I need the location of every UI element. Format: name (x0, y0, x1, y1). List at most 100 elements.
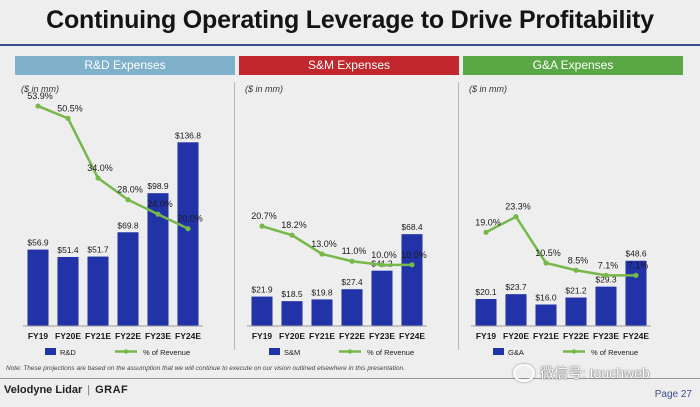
percent-label: 7.1% (598, 260, 619, 270)
percent-label: 34.0% (87, 163, 113, 173)
watermark-text: 微信号: touchweb (540, 365, 650, 381)
legend-line-marker (347, 349, 353, 354)
percent-point (379, 262, 385, 268)
bar (57, 256, 79, 326)
footer-rule (0, 378, 700, 379)
percent-label: 7.1% (628, 260, 649, 270)
percent-point (35, 103, 41, 109)
percent-point (603, 272, 609, 278)
percent-point (95, 175, 101, 181)
legend-bar-swatch (493, 348, 504, 355)
partner-logo-text: GRAF (95, 384, 129, 396)
bar-value-label: $18.5 (281, 289, 303, 299)
footnote: Note: These projections are based on the… (6, 365, 405, 372)
ga-chart: $20.1 $23.7 $16.0 $21.2 $29.3 $48.6 FY19 FY20E F… (471, 202, 651, 357)
category-label: FY20E (279, 331, 305, 341)
title-rule (0, 44, 700, 46)
category-label: FY19 (476, 331, 497, 341)
category-label: FY24E (175, 331, 201, 341)
legend-bar-label: S&M (284, 348, 300, 357)
bar-value-label: $51.7 (87, 245, 109, 255)
category-label: FY20E (503, 331, 529, 341)
bar-value-label: $20.1 (475, 287, 497, 297)
company-logo: Velodyne Lidar | GRAF (4, 384, 128, 396)
legend-bar-label: R&D (60, 348, 76, 357)
percent-point (409, 262, 415, 268)
bar-value-label: $21.2 (565, 286, 587, 296)
category-label: FY20E (55, 331, 81, 341)
bar-value-label: $23.7 (505, 282, 527, 292)
panel-header: S&M Expenses (239, 56, 459, 75)
category-label: FY23E (145, 331, 171, 341)
panel-divider (234, 82, 235, 350)
percent-label: 19.0% (475, 217, 501, 227)
sm-chart: $21.9$18.5$19.8$27.4$41.2$68.4FY19FY20EF… (247, 211, 427, 357)
bar (281, 301, 303, 326)
category-label: FY22E (563, 331, 589, 341)
legend-line-marker (123, 349, 129, 354)
bar (371, 270, 393, 326)
bar (341, 289, 363, 326)
category-label: FY19 (252, 331, 273, 341)
percent-label: 11.0% (342, 246, 367, 256)
bar (251, 296, 273, 326)
percent-label: 8.5% (568, 255, 589, 265)
panel-header: G&A Expenses (463, 56, 683, 75)
bar (147, 193, 169, 326)
ga-expenses-panel: G&A Expenses ($ in mm) $20.1 $23.7 $16.0 $2… (463, 56, 683, 360)
percent-label: 20.7% (251, 211, 277, 221)
bar (505, 294, 527, 326)
percent-label: 18.2% (281, 220, 307, 230)
bar (311, 299, 333, 326)
unit-label: ($ in mm) (469, 84, 507, 94)
percent-point (573, 267, 579, 273)
percent-label: 50.5% (57, 103, 83, 113)
percent-point (319, 251, 325, 257)
bar-value-label: $68.4 (401, 222, 423, 232)
bar (475, 299, 497, 326)
category-label: FY21E (85, 331, 111, 341)
logo-text: Velodyne Lidar (4, 384, 83, 396)
percent-label: 24.0% (147, 199, 173, 209)
percent-point (185, 226, 191, 232)
bar-value-label: $29.3 (595, 275, 617, 285)
category-label: FY23E (369, 331, 395, 341)
unit-label: ($ in mm) (21, 84, 59, 94)
legend-bar-swatch (269, 348, 280, 355)
legend-line-label: % of Revenue (143, 348, 190, 357)
legend-line-marker (571, 349, 577, 354)
bar (595, 286, 617, 326)
percent-label: 28.0% (117, 185, 143, 195)
percent-label: 10.5% (535, 248, 561, 258)
bar (401, 234, 423, 326)
category-label: FY19 (28, 331, 49, 341)
category-label: FY23E (593, 331, 619, 341)
legend-line-label: % of Revenue (367, 348, 414, 357)
percent-point (543, 260, 549, 266)
sm-expenses-panel: S&M Expenses ($ in mm) $21.9 $18.5 $19.8 $2… (239, 56, 459, 360)
wechat-icon (513, 364, 535, 382)
percent-label: 20.0% (177, 214, 203, 224)
percent-label: 10.0% (371, 250, 397, 260)
percent-label: 23.3% (505, 202, 531, 212)
bar-value-label: $21.9 (251, 285, 273, 295)
bar-value-label: $48.6 (625, 249, 647, 259)
bar (117, 232, 139, 326)
percent-label: 53.9% (27, 91, 53, 101)
bar (27, 249, 49, 326)
percent-point (155, 211, 161, 217)
logo-separator: | (87, 384, 91, 396)
legend-bar-label: G&A (508, 348, 524, 357)
bar (87, 256, 109, 326)
percent-point (289, 232, 295, 238)
percent-point (633, 272, 639, 278)
slide-title: Continuing Operating Leverage to Drive P… (46, 6, 654, 34)
percent-point (125, 197, 131, 203)
category-label: FY24E (399, 331, 425, 341)
unit-label: ($ in mm) (245, 84, 283, 94)
page-number: Page 27 (654, 389, 692, 400)
category-label: FY22E (115, 331, 141, 341)
category-label: FY21E (309, 331, 335, 341)
bar (535, 304, 557, 326)
percent-revenue-line (261, 224, 412, 267)
